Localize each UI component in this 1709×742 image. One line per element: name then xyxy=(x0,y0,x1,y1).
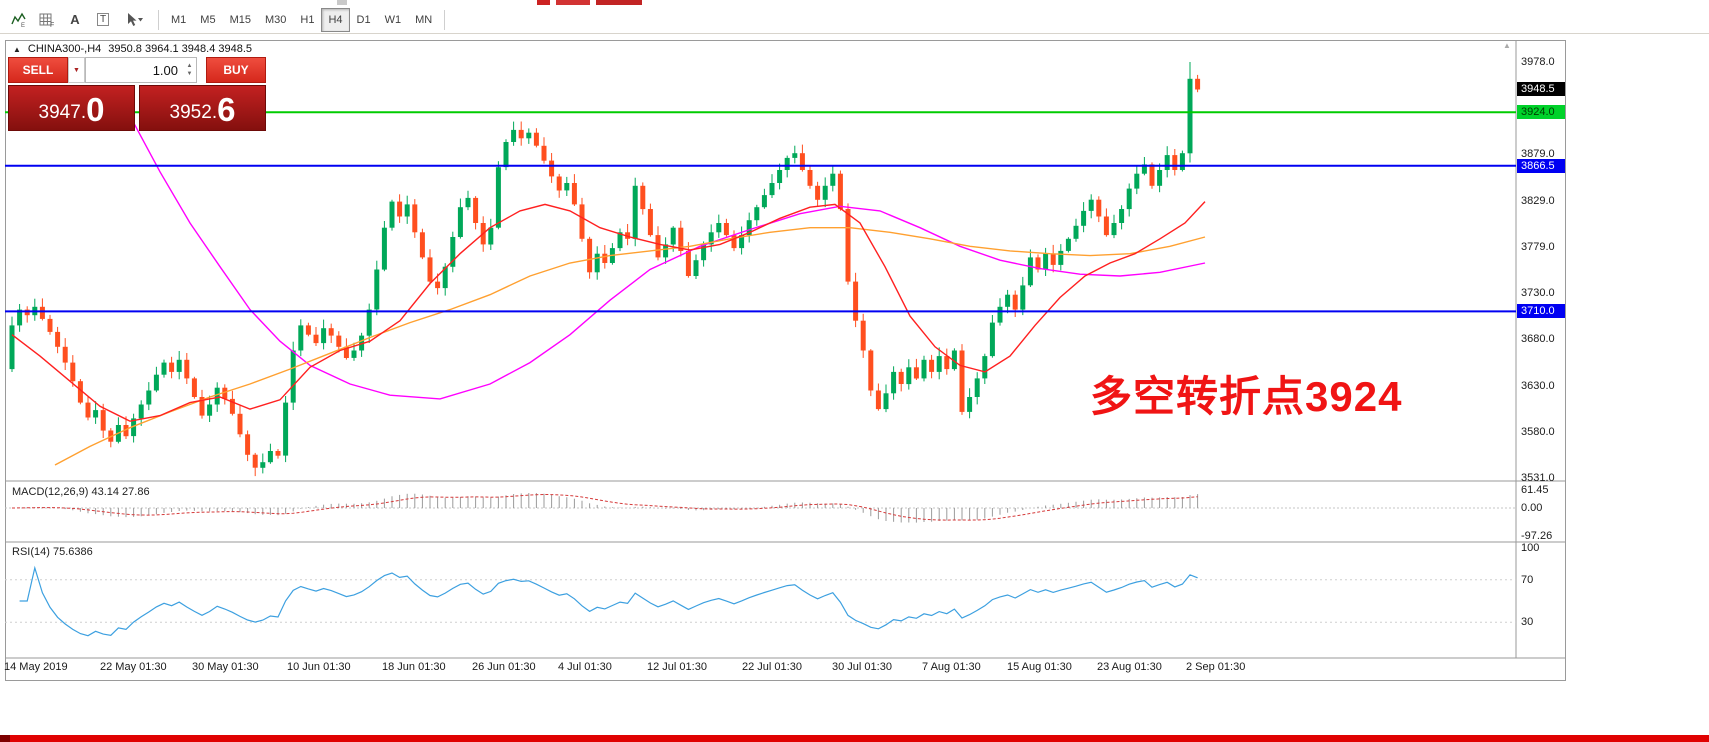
buy-price-main: 3952. xyxy=(169,102,218,123)
buy-price-big-digit: 6 xyxy=(217,91,236,128)
time-axis-label: 7 Aug 01:30 xyxy=(922,661,981,673)
time-axis-label: 18 Jun 01:30 xyxy=(382,661,446,673)
rsi-scale-label: 100 xyxy=(1521,542,1540,554)
spinner-down-icon[interactable]: ▼ xyxy=(186,71,193,77)
time-axis-label: 12 Jul 01:30 xyxy=(647,661,707,673)
cursor-icon xyxy=(128,12,143,26)
volume-dropdown-button[interactable]: ▼ xyxy=(68,57,85,83)
volume-spinner[interactable]: ▲ ▼ xyxy=(183,58,196,82)
price-tick: 3978.0 xyxy=(1521,56,1555,68)
chart-ohlc: 3950.8 3964.1 3948.4 3948.5 xyxy=(108,43,253,55)
toolbar-separator xyxy=(158,9,159,30)
grid-icon: F xyxy=(39,13,54,28)
time-axis-label: 2 Sep 01:30 xyxy=(1186,661,1246,673)
buy-price-display[interactable]: 3952. 6 xyxy=(139,85,266,131)
sell-price-big-digit: 0 xyxy=(86,91,105,128)
macd-indicator-label: MACD(12,26,9) 43.14 27.86 xyxy=(12,486,150,498)
textbox-tool-icon: T xyxy=(96,13,110,26)
cursor-tool-button[interactable] xyxy=(117,8,153,32)
rsi-scale-label: 30 xyxy=(1521,616,1534,629)
candles-layer xyxy=(9,62,1201,477)
price-tick: 3730.0 xyxy=(1521,286,1555,299)
chart-header: ▲ CHINA300-,H4 3950.8 3964.1 3948.4 3948… xyxy=(13,43,252,55)
chart-text-annotation: 多空转折点3924 xyxy=(1090,373,1403,420)
timeframe-button-mn[interactable]: MN xyxy=(415,13,433,26)
chart-window xyxy=(5,40,1566,681)
macd-histogram xyxy=(19,493,1199,523)
svg-text:F: F xyxy=(50,22,54,28)
sell-price-display[interactable]: 3947. 0 xyxy=(8,85,135,131)
sell-button[interactable]: SELL xyxy=(8,57,68,83)
time-axis-label: 4 Jul 01:30 xyxy=(558,661,612,673)
data-window-button[interactable]: F xyxy=(33,8,61,32)
ma-fast-red xyxy=(11,201,1206,422)
rsi-line xyxy=(19,565,1198,637)
time-axis-label: 15 Aug 01:30 xyxy=(1007,661,1072,673)
timeframe-button-h4[interactable]: H4 xyxy=(321,7,350,32)
rsi-scale-label: 70 xyxy=(1521,573,1534,586)
taskbar-corner xyxy=(0,735,10,742)
one-click-trading-panel: SELL ▼ ▲ ▼ BUY 3947. 0 3952. 6 xyxy=(8,57,266,131)
time-axis-label: 23 Aug 01:30 xyxy=(1097,661,1162,673)
macd-signal-line xyxy=(11,493,1198,521)
textbox-tool-button[interactable]: T xyxy=(89,8,117,32)
spinner-up-icon[interactable]: ▲ xyxy=(186,63,193,69)
ma-medium-orange xyxy=(54,226,1206,466)
timeframe-button-m15[interactable]: M15 xyxy=(229,13,251,26)
macd-scale-label: -97.26 xyxy=(1521,530,1553,543)
macd-scale-label: 61.45 xyxy=(1521,483,1549,496)
toolbar-separator xyxy=(444,9,446,30)
caret-down-icon: ▼ xyxy=(73,66,80,74)
time-axis-label: 22 Jul 01:30 xyxy=(742,661,802,673)
price-tick: 3531.0 xyxy=(1521,472,1555,484)
toolbar: E F A T M1 M5 M15 M30 H1 H4 D1 W1 MN xyxy=(0,6,1709,34)
price-tick: 3829.0 xyxy=(1521,194,1555,207)
timeframe-button-m1[interactable]: M1 xyxy=(171,13,187,26)
time-axis-label: 14 May 2019 xyxy=(4,661,68,673)
price-badge-3710.0: 3710.0 xyxy=(1517,304,1565,319)
time-axis-label: 22 May 01:30 xyxy=(100,661,167,673)
menu-fragment xyxy=(596,0,642,5)
bottom-taskbar-strip xyxy=(0,735,1709,742)
rsi-indicator-label: RSI(14) 75.6386 xyxy=(12,546,93,558)
price-tick: 3779.0 xyxy=(1521,241,1555,254)
sell-price-main: 3947. xyxy=(38,102,87,123)
timeframe-button-m30[interactable]: M30 xyxy=(264,13,287,26)
price-tick: 3879.0 xyxy=(1521,148,1555,161)
buy-button[interactable]: BUY xyxy=(206,57,266,83)
oct-collapse-icon[interactable]: ▲ xyxy=(13,44,21,54)
price-tick: 3680.0 xyxy=(1521,333,1555,346)
menu-fragment xyxy=(337,0,347,5)
scale-arrow-icon[interactable]: ▲ xyxy=(1503,41,1511,50)
ma-slow-magenta xyxy=(129,115,1206,400)
time-axis-label: 10 Jun 01:30 xyxy=(287,661,351,673)
time-axis-label: 30 May 01:30 xyxy=(192,661,259,673)
svg-text:E: E xyxy=(21,23,25,28)
timeframe-button-w1[interactable]: W1 xyxy=(384,13,402,26)
timeframe-button-h1[interactable]: H1 xyxy=(300,13,315,26)
time-axis-label: 26 Jun 01:30 xyxy=(472,661,536,673)
timeframe-button-m5[interactable]: M5 xyxy=(200,13,216,26)
time-axis-label: 30 Jul 01:30 xyxy=(832,661,892,673)
timeframe-toolbar: M1 M5 M15 M30 H1 H4 D1 W1 MN xyxy=(164,7,439,32)
menu-fragment xyxy=(537,0,550,5)
menu-fragment xyxy=(556,0,590,5)
price-badge-3948.5: 3948.5 xyxy=(1517,82,1565,97)
text-label-tool-button[interactable]: A xyxy=(61,8,89,32)
price-badge-3866.5: 3866.5 xyxy=(1517,158,1565,173)
indicators-icon: E xyxy=(11,12,26,28)
text-tool-icon: A xyxy=(70,12,80,27)
price-tick: 3580.0 xyxy=(1521,426,1555,439)
price-tick: 3630.0 xyxy=(1521,379,1555,392)
chart-symbol: CHINA300-,H4 xyxy=(27,43,102,55)
volume-input[interactable] xyxy=(85,57,197,83)
indicators-button[interactable]: E xyxy=(5,8,33,32)
price-badge-3924.0: 3924.0 xyxy=(1517,105,1565,120)
timeframe-button-d1[interactable]: D1 xyxy=(356,13,371,26)
menu-sliver xyxy=(0,0,1709,6)
macd-scale-label: 0.00 xyxy=(1521,502,1543,514)
